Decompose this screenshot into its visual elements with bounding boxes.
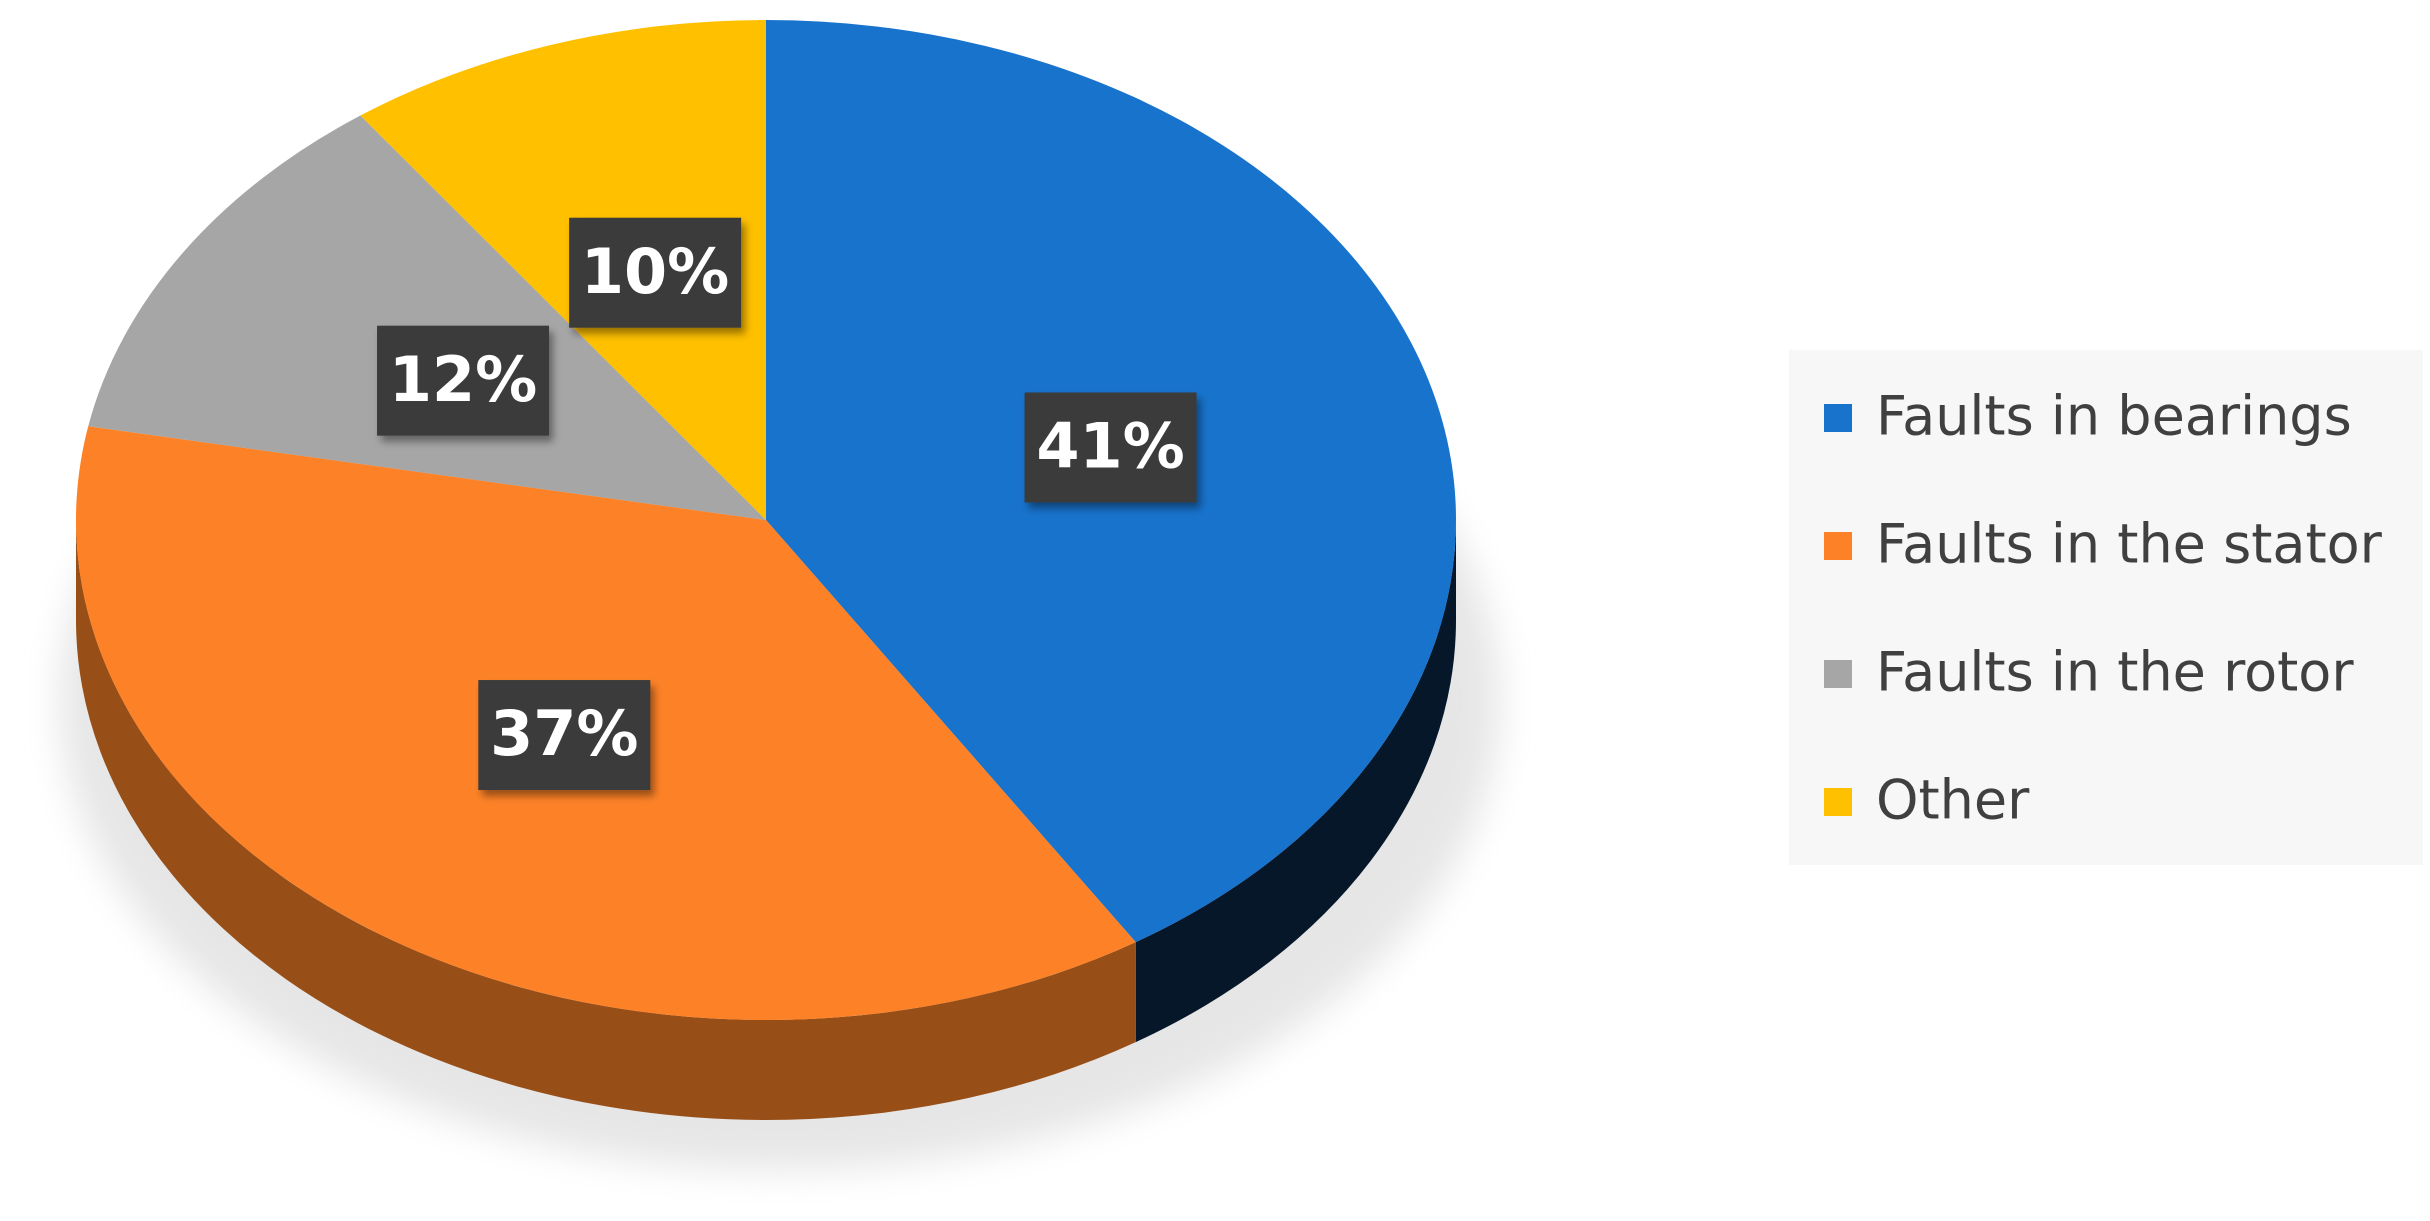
data-label-box (377, 325, 550, 436)
legend-swatch (1824, 404, 1852, 432)
legend-swatch (1824, 660, 1852, 688)
pie (75, 20, 1457, 1120)
legend-swatch (1824, 532, 1852, 560)
data-label-box (478, 680, 651, 791)
pie-side (1135, 520, 1456, 1043)
legend-label: Faults in the rotor (1876, 641, 2354, 704)
pie-slice (360, 20, 766, 520)
data-label: 41% (1036, 410, 1184, 483)
legend-swatch (1824, 788, 1852, 816)
pie-slice (88, 115, 766, 520)
legend-box (1789, 350, 2423, 865)
data-label-box (1024, 392, 1197, 503)
data-label-box (569, 217, 742, 328)
data-label: 10% (581, 235, 729, 308)
data-labels: 41% 37% 12% 10% (377, 217, 1197, 791)
legend: Faults in bearings Faults in the stator Fa… (1789, 350, 2423, 865)
legend-label: Faults in the stator (1876, 513, 2383, 576)
pie-side (76, 520, 1136, 1120)
legend-label: Faults in bearings (1876, 385, 2352, 448)
legend-label: Other (1876, 769, 2030, 832)
data-label: 37% (490, 697, 638, 770)
data-label: 12% (389, 343, 537, 416)
